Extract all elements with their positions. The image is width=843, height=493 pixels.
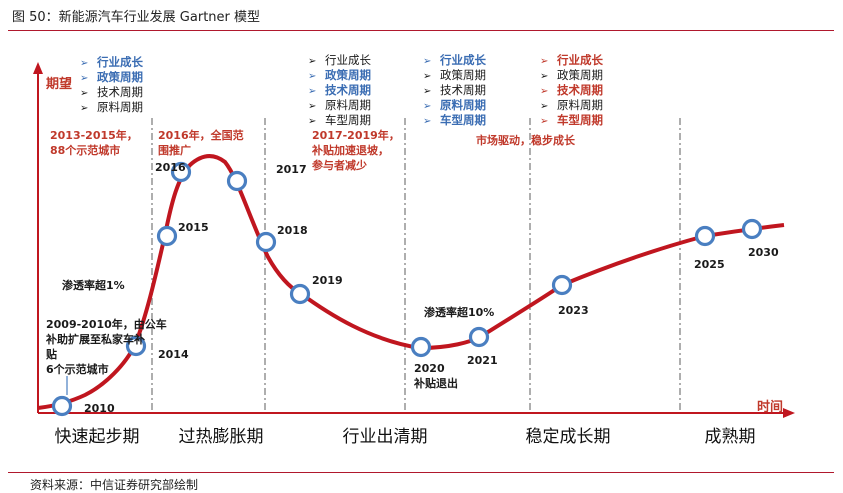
bottom-rule: [8, 472, 834, 473]
factor-item: 技术周期: [557, 83, 603, 97]
annotation-text: 2013-2015年，: [50, 128, 138, 142]
annotation-text: 补助扩展至私家车补: [45, 332, 145, 346]
bullet-arrow-icon: ➢: [423, 71, 431, 82]
annotation-text: 2009-2010年，由公车: [46, 317, 167, 331]
data-point-marker: [468, 326, 490, 348]
x-axis-label: 时间: [757, 399, 783, 415]
year-label: 2017: [276, 163, 307, 176]
factor-item: 车型周期: [440, 113, 486, 127]
phase-label: 快速起步期: [55, 427, 140, 447]
y-axis-arrow: [33, 62, 43, 74]
phase-label: 稳定成长期: [526, 427, 611, 447]
figure-title: 图 50：新能源汽车行业发展 Gartner 模型: [12, 10, 261, 25]
year-label: 2018: [277, 224, 308, 237]
factor-item: 原料周期: [440, 98, 486, 112]
annotation-text: 补贴退出: [413, 376, 458, 390]
year-label: 2020: [414, 362, 445, 375]
factor-item: 车型周期: [557, 113, 603, 127]
annotation-text: 6个示范城市: [46, 362, 109, 376]
data-point-marker: [170, 161, 192, 183]
factor-item: 原料周期: [557, 98, 603, 112]
factor-item: 技术周期: [440, 83, 486, 97]
year-label: 2014: [158, 348, 189, 361]
source-note: 资料来源：中信证券研究部绘制: [30, 478, 199, 492]
factor-item: 政策周期: [557, 68, 603, 82]
annotation-text: 2016年，全国范: [158, 128, 244, 142]
data-point-marker: [156, 225, 178, 247]
factor-item: 政策周期: [325, 68, 371, 82]
factor-item: 技术周期: [325, 83, 371, 97]
data-point-marker: [255, 231, 277, 253]
data-point-marker: [694, 225, 716, 247]
year-label: 2025: [694, 258, 725, 271]
factor-item: 行业成长: [439, 53, 486, 67]
annotation-text: 围推广: [158, 143, 191, 157]
bullet-arrow-icon: ➢: [80, 73, 88, 84]
bullet-arrow-icon: ➢: [540, 101, 548, 112]
factor-item: 技术周期: [97, 85, 143, 99]
bullet-arrow-icon: ➢: [540, 116, 548, 127]
annotation-text: 2017-2019年，: [312, 128, 400, 142]
factor-item: 车型周期: [325, 113, 371, 127]
annotation-text: 市场驱动，稳步成长: [476, 133, 576, 147]
factor-item: 政策周期: [97, 70, 143, 84]
bullet-arrow-icon: ➢: [308, 86, 316, 97]
annotation-text: 渗透率超1%: [62, 278, 125, 292]
data-point-marker: [410, 336, 432, 358]
gartner-curve: [37, 154, 785, 410]
year-label: 2016: [155, 161, 186, 174]
x-axis-arrow: [783, 408, 795, 418]
bullet-arrow-icon: ➢: [423, 116, 431, 127]
bullet-arrow-icon: ➢: [423, 56, 431, 67]
year-label: 2010: [84, 402, 115, 415]
bullet-arrow-icon: ➢: [308, 116, 316, 127]
factor-item: 政策周期: [440, 68, 486, 82]
bullet-arrow-icon: ➢: [80, 103, 88, 114]
year-label: 2023: [558, 304, 589, 317]
annotation-text: 88个示范城市: [50, 143, 120, 157]
factor-item: 原料周期: [97, 100, 143, 114]
y-axis-label: 期望: [46, 76, 72, 92]
year-label: 2019: [312, 274, 343, 287]
bullet-arrow-icon: ➢: [80, 88, 88, 99]
data-point-marker: [226, 170, 248, 192]
bullet-arrow-icon: ➢: [308, 101, 316, 112]
phase-label: 成熟期: [705, 426, 756, 447]
annotation-text: 参与者减少: [312, 158, 367, 172]
bullet-arrow-icon: ➢: [540, 86, 548, 97]
bullet-arrow-icon: ➢: [423, 101, 431, 112]
data-point-marker: [741, 218, 763, 240]
factor-item: 原料周期: [325, 98, 371, 112]
year-label: 2030: [748, 246, 779, 259]
factor-item: 行业成长: [325, 53, 371, 67]
factor-item: 行业成长: [96, 55, 143, 69]
bullet-arrow-icon: ➢: [540, 71, 548, 82]
year-label: 2015: [178, 221, 209, 234]
data-point-marker: [551, 274, 573, 296]
data-point-marker: [125, 335, 147, 357]
factor-item: 行业成长: [556, 53, 603, 67]
phase-label: 行业出清期: [343, 427, 428, 447]
annotation-text: 贴: [45, 347, 57, 361]
bullet-arrow-icon: ➢: [80, 58, 88, 69]
data-point-marker: [289, 283, 311, 305]
data-point-marker: [51, 395, 73, 417]
bullet-arrow-icon: ➢: [540, 56, 548, 67]
annotation-text: 补贴加速退坡，: [311, 143, 389, 157]
top-rule: [8, 30, 834, 31]
bullet-arrow-icon: ➢: [423, 86, 431, 97]
annotation-text: 渗透率超10%: [424, 305, 494, 319]
phase-label: 过热膨胀期: [179, 427, 264, 447]
bullet-arrow-icon: ➢: [308, 71, 316, 82]
bullet-arrow-icon: ➢: [308, 56, 316, 67]
year-label: 2021: [467, 354, 498, 367]
